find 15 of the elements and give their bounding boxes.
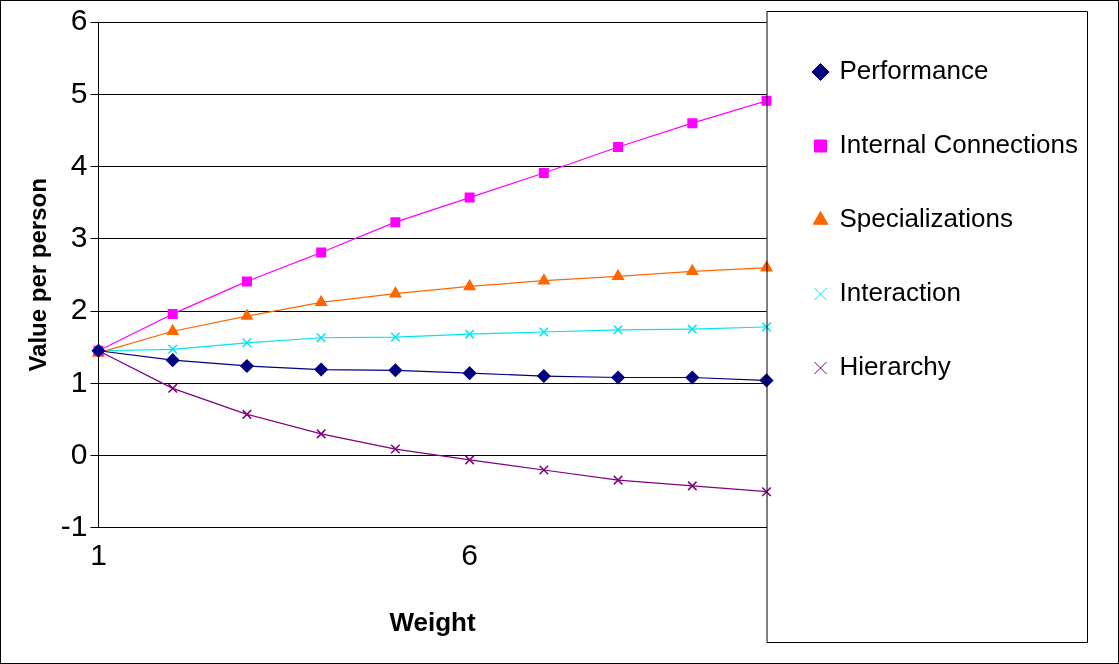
y-tick-label: 1 [70,364,88,398]
legend-label: Hierarchy [839,351,951,382]
x-axis-title: Weight [389,606,476,637]
y-axis-title: Value per person [24,178,52,372]
y-tick-label: 6 [70,3,88,37]
y-tick-label: 3 [70,220,88,254]
y-tick-label: 2 [70,292,88,326]
y-tick-label: 4 [70,147,88,181]
legend-label: Performance [839,55,989,86]
legend-label: Specializations [839,203,1013,234]
y-tick-label: 0 [70,436,88,470]
y-tick-label: -1 [60,509,88,543]
y-tick-label: 5 [70,75,88,109]
legend-label: Interaction [839,277,961,308]
legend-label: Internal Connections [839,129,1078,160]
